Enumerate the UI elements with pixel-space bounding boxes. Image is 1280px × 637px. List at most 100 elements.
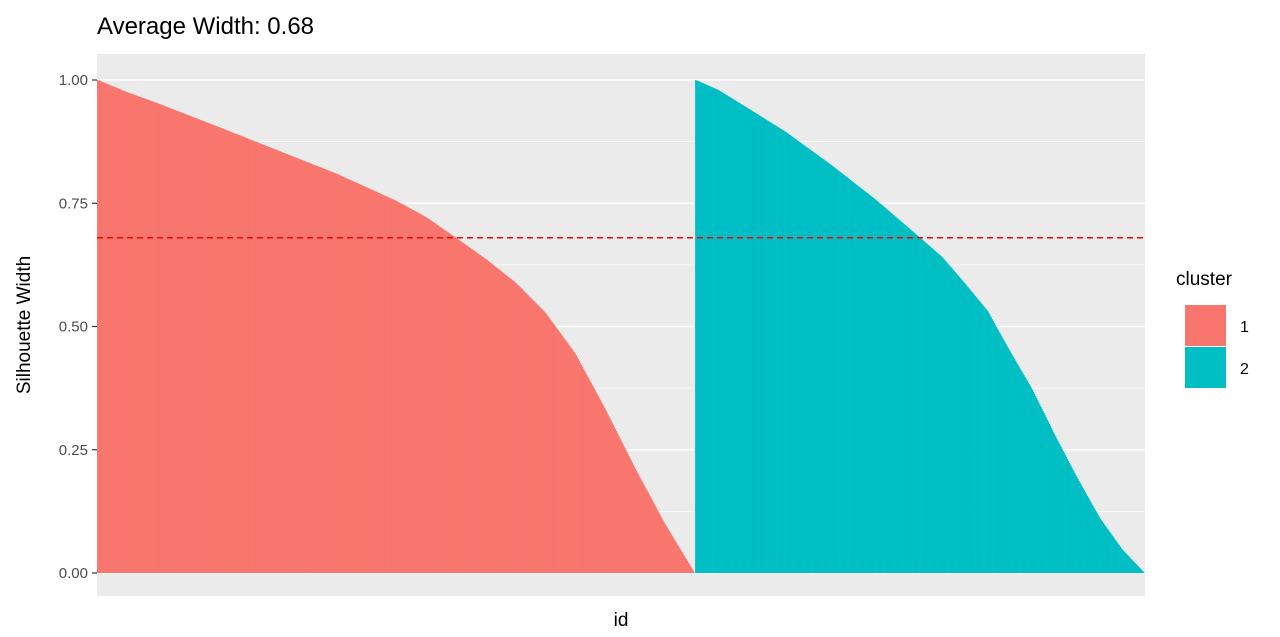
bar-cluster-1-520 xyxy=(647,492,649,573)
bar-cluster-1-424 xyxy=(545,314,548,573)
bar-cluster-2-292 xyxy=(1004,341,1006,573)
bar-cluster-2-288 xyxy=(999,334,1002,573)
bar-cluster-2-296 xyxy=(1008,349,1010,573)
bar-cluster-1-287 xyxy=(400,203,403,574)
bar-cluster-2-142 xyxy=(845,176,847,573)
bar-cluster-1-374 xyxy=(492,265,495,573)
bar-cluster-2-97 xyxy=(797,141,800,573)
bar-cluster-1-15 xyxy=(112,86,115,573)
bar-cluster-1-19 xyxy=(117,88,119,573)
bar-cluster-2-409 xyxy=(1128,556,1130,573)
bar-cluster-2-16 xyxy=(712,87,714,573)
bar-cluster-2-206 xyxy=(913,232,915,573)
bar-cluster-2-222 xyxy=(930,247,932,573)
bar-cluster-1-348 xyxy=(465,244,467,574)
bar-cluster-2-22 xyxy=(718,90,720,574)
bar-cluster-1-224 xyxy=(334,172,336,573)
bar-cluster-2-277 xyxy=(988,313,990,573)
bar-cluster-1-417 xyxy=(538,306,540,573)
bar-cluster-2-361 xyxy=(1077,478,1079,573)
bar-cluster-2-298 xyxy=(1010,353,1012,573)
bar-cluster-2-71 xyxy=(770,122,772,573)
bar-cluster-1-288 xyxy=(401,204,404,573)
bar-cluster-1-457 xyxy=(580,364,583,573)
bar-cluster-2-200 xyxy=(906,226,909,573)
bar-cluster-1-209 xyxy=(318,166,320,573)
bar-cluster-2-303 xyxy=(1015,362,1018,573)
bar-cluster-1-254 xyxy=(365,187,368,573)
bar-cluster-1-36 xyxy=(135,95,137,573)
bar-cluster-2-94 xyxy=(794,138,797,573)
bar-cluster-2-33 xyxy=(730,97,732,573)
bar-cluster-1-326 xyxy=(442,228,444,573)
bar-cluster-2-174 xyxy=(879,203,881,573)
bar-cluster-1-272 xyxy=(384,195,387,574)
bar-cluster-1-487 xyxy=(612,424,614,573)
bar-cluster-2-326 xyxy=(1040,406,1042,573)
bar-cluster-1-339 xyxy=(455,238,458,573)
bar-cluster-2-131 xyxy=(833,167,836,573)
bar-cluster-2-141 xyxy=(844,175,846,573)
bar-cluster-1-127 xyxy=(231,132,233,574)
bar-cluster-1-373 xyxy=(491,264,494,573)
bar-cluster-2-385 xyxy=(1102,522,1105,573)
bar-cluster-2-338 xyxy=(1052,432,1055,573)
bar-cluster-1-332 xyxy=(448,233,450,573)
bar-cluster-1-500 xyxy=(626,452,628,573)
bar-cluster-2-44 xyxy=(741,104,744,573)
bar-cluster-2-123 xyxy=(825,161,827,573)
bar-cluster-1-415 xyxy=(536,304,538,573)
bar-cluster-2-274 xyxy=(985,308,987,573)
bar-cluster-1-400 xyxy=(520,288,522,573)
bar-cluster-2-139 xyxy=(842,174,844,573)
bar-cluster-1-29 xyxy=(127,92,130,574)
bar-cluster-2-269 xyxy=(979,302,982,573)
bar-cluster-2-418 xyxy=(1137,566,1139,573)
bar-cluster-2-106 xyxy=(807,148,809,573)
bar-cluster-2-149 xyxy=(852,182,855,574)
bar-cluster-2-121 xyxy=(823,159,825,574)
bar-cluster-2-289 xyxy=(1001,336,1003,573)
bar-cluster-1-255 xyxy=(366,187,369,573)
bar-cluster-2-20 xyxy=(716,89,718,573)
bar-cluster-2-96 xyxy=(796,140,799,574)
bar-cluster-2-300 xyxy=(1012,356,1015,573)
bar-cluster-1-266 xyxy=(378,193,380,573)
bar-cluster-2-107 xyxy=(808,148,810,573)
bar-cluster-1-482 xyxy=(607,414,609,573)
bar-cluster-1-309 xyxy=(424,216,426,573)
bar-cluster-1-498 xyxy=(624,447,626,573)
bar-cluster-2-369 xyxy=(1085,494,1088,573)
bar-cluster-1-247 xyxy=(358,183,360,573)
bar-cluster-1-329 xyxy=(445,230,447,573)
bar-cluster-2-92 xyxy=(792,137,794,574)
bar-cluster-1-420 xyxy=(541,309,544,573)
bar-cluster-2-384 xyxy=(1101,521,1104,573)
bar-cluster-2-280 xyxy=(991,319,993,573)
bar-cluster-1-72 xyxy=(173,109,175,573)
bar-cluster-1-165 xyxy=(271,148,274,573)
bar-cluster-1-243 xyxy=(354,182,356,573)
bar-cluster-1-111 xyxy=(214,125,216,573)
bar-cluster-1-104 xyxy=(207,122,209,574)
bar-cluster-1-123 xyxy=(227,130,229,573)
bar-cluster-1-526 xyxy=(653,504,656,573)
bar-cluster-2-176 xyxy=(881,205,883,574)
bar-cluster-2-134 xyxy=(836,169,839,574)
bar-cluster-1-491 xyxy=(616,433,619,573)
bar-cluster-2-383 xyxy=(1100,519,1102,573)
bar-cluster-1-237 xyxy=(347,179,350,573)
bar-cluster-1-364 xyxy=(482,257,484,573)
bar-cluster-2-363 xyxy=(1079,482,1081,573)
bar-cluster-1-91 xyxy=(193,117,195,574)
bar-cluster-1-73 xyxy=(174,109,176,573)
bar-cluster-1-13 xyxy=(110,85,113,573)
bar-cluster-2-103 xyxy=(804,145,806,573)
bar-cluster-2-81 xyxy=(780,129,783,573)
bar-cluster-1-197 xyxy=(305,161,307,574)
bar-cluster-2-166 xyxy=(870,196,873,574)
bar-cluster-1-191 xyxy=(299,159,301,573)
bar-cluster-1-467 xyxy=(591,384,593,573)
bar-cluster-1-502 xyxy=(628,456,630,573)
bar-cluster-1-535 xyxy=(663,522,665,573)
